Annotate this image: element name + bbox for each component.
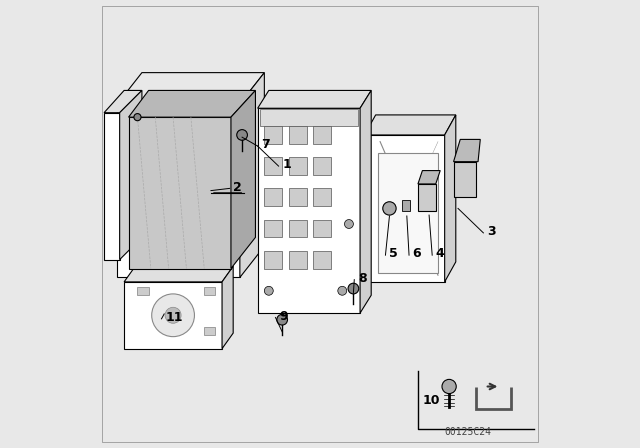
Polygon shape	[117, 73, 264, 104]
Polygon shape	[445, 115, 456, 282]
Text: 10: 10	[422, 394, 440, 407]
Bar	[314, 126, 331, 144]
Circle shape	[338, 286, 347, 295]
Text: 3: 3	[487, 225, 495, 238]
Bar	[289, 188, 307, 206]
Circle shape	[264, 286, 273, 295]
Text: 11: 11	[165, 311, 182, 324]
Circle shape	[277, 314, 287, 325]
Polygon shape	[360, 90, 371, 313]
Text: 00125C24: 00125C24	[445, 427, 492, 438]
Circle shape	[237, 129, 248, 140]
Bar	[204, 287, 216, 295]
Bar	[264, 157, 282, 175]
Polygon shape	[222, 266, 233, 349]
Text: 8: 8	[358, 272, 367, 285]
Bar	[264, 188, 282, 206]
Text: 7: 7	[261, 138, 270, 151]
Polygon shape	[129, 117, 231, 268]
Bar	[289, 126, 307, 144]
Polygon shape	[231, 90, 255, 268]
Polygon shape	[258, 90, 371, 108]
Bar	[138, 287, 148, 295]
Polygon shape	[129, 90, 255, 117]
Bar	[264, 251, 282, 268]
Polygon shape	[365, 115, 456, 135]
Text: 6: 6	[413, 247, 421, 260]
Bar	[378, 153, 438, 273]
Circle shape	[348, 283, 359, 294]
Polygon shape	[104, 113, 120, 260]
Bar	[314, 220, 331, 237]
Bar	[264, 126, 282, 144]
Bar	[454, 162, 476, 197]
Bar	[289, 157, 307, 175]
Polygon shape	[120, 90, 142, 260]
Text: 4: 4	[436, 247, 445, 260]
Text: 5: 5	[389, 247, 397, 260]
Circle shape	[134, 114, 141, 121]
Polygon shape	[104, 90, 142, 113]
Bar	[264, 220, 282, 237]
Polygon shape	[365, 135, 445, 282]
Circle shape	[165, 307, 181, 323]
Bar	[204, 327, 216, 335]
Bar	[403, 199, 410, 211]
Polygon shape	[258, 108, 360, 313]
Text: 9: 9	[279, 310, 287, 323]
Circle shape	[152, 294, 195, 336]
Circle shape	[442, 379, 456, 394]
Circle shape	[344, 220, 353, 228]
Polygon shape	[117, 104, 240, 277]
Text: 2: 2	[233, 181, 242, 194]
Polygon shape	[124, 266, 233, 282]
Bar	[314, 157, 331, 175]
Circle shape	[383, 202, 396, 215]
Polygon shape	[418, 171, 440, 184]
Bar	[418, 184, 436, 211]
Text: 1: 1	[282, 158, 291, 171]
Bar	[289, 220, 307, 237]
Bar	[314, 251, 331, 268]
Polygon shape	[124, 282, 222, 349]
Bar	[289, 251, 307, 268]
Polygon shape	[240, 73, 264, 277]
Polygon shape	[454, 139, 480, 162]
Bar	[314, 188, 331, 206]
Bar	[260, 109, 358, 126]
